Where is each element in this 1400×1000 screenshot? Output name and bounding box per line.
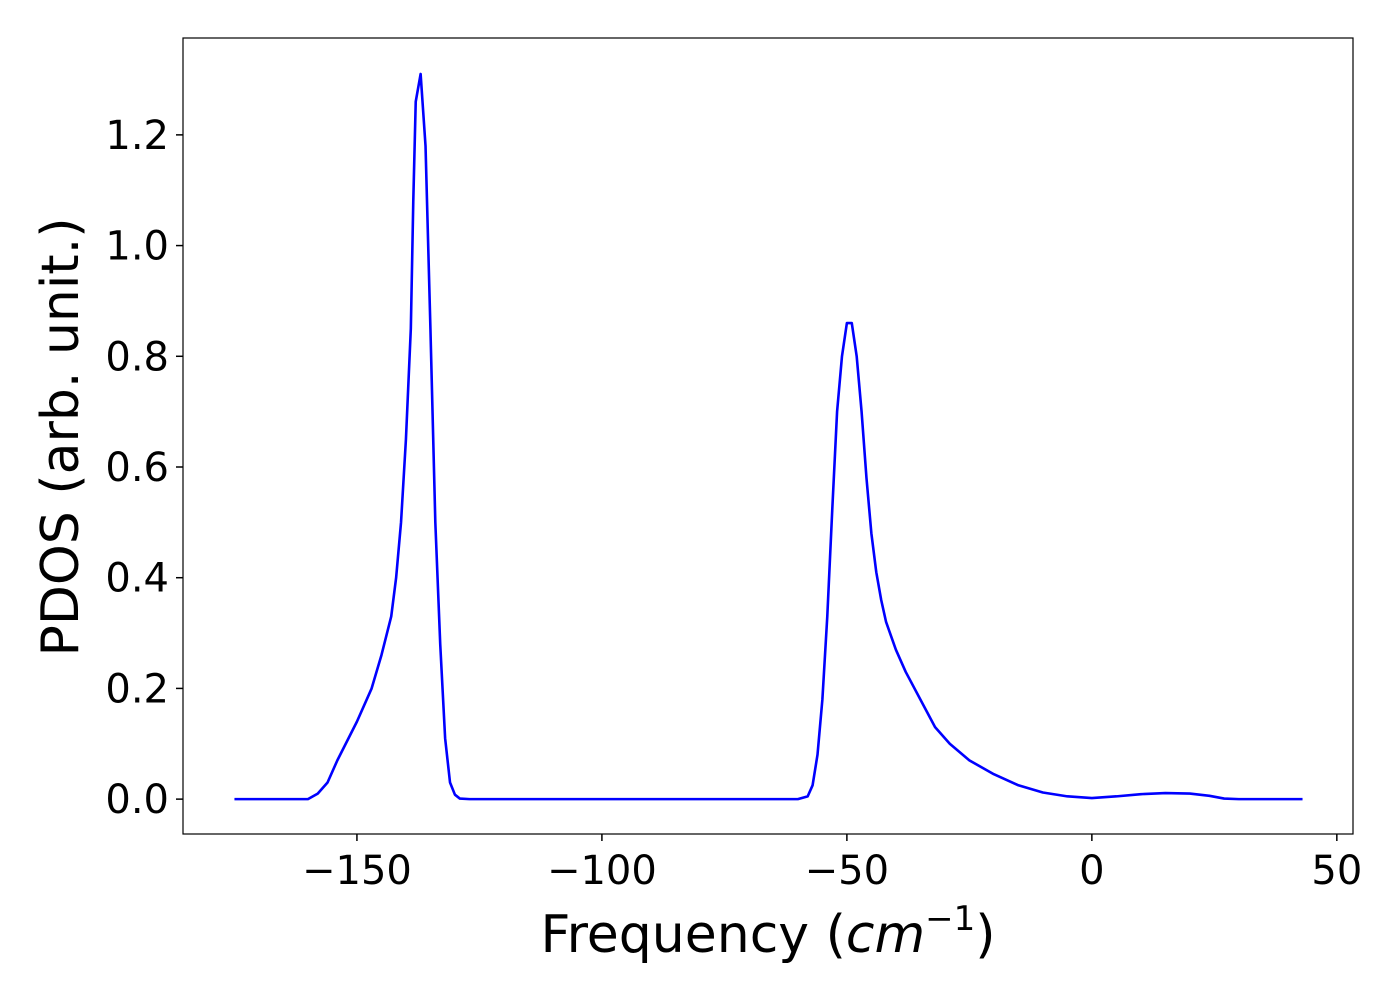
y-tick-label: 0.0 xyxy=(105,777,169,823)
y-tick-label: 0.2 xyxy=(105,666,169,712)
y-tick-label: 0.4 xyxy=(105,556,169,602)
y-axis-label: PDOS (arb. unit.) xyxy=(31,217,91,656)
x-tick-label: 50 xyxy=(1311,848,1362,894)
data-line xyxy=(234,72,1303,801)
plot-frame xyxy=(182,37,1354,835)
y-tick-label: 0.8 xyxy=(105,334,169,380)
y-tick-label: 1.0 xyxy=(105,224,169,270)
y-tick-label: 0.6 xyxy=(105,445,169,491)
x-tick-label: 0 xyxy=(1079,848,1104,894)
x-tick-label: −50 xyxy=(805,848,889,894)
x-axis-label: Frequency (cm−1) xyxy=(540,899,995,965)
x-tick-label: −100 xyxy=(547,848,657,894)
y-tick-label: 1.2 xyxy=(105,113,169,159)
x-tick-label: −150 xyxy=(302,848,412,894)
